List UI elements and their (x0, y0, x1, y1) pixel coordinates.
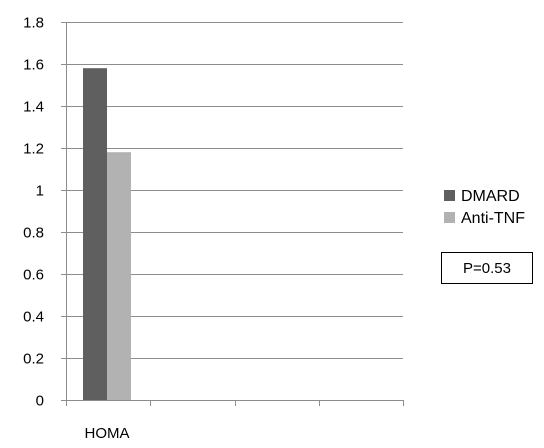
y-tick-label: 0.8 (23, 225, 44, 242)
y-tick-label: 0 (36, 393, 44, 410)
bar-anti-tnf (107, 152, 131, 400)
x-tick-label: HOMA (85, 425, 130, 442)
y-tick-label: 0.6 (23, 267, 44, 284)
y-tick-label: 0.4 (23, 309, 44, 326)
p-value-annotation: P=0.53 (441, 252, 533, 284)
legend-swatch (444, 190, 455, 201)
legend-label: Anti-TNF (461, 210, 525, 227)
legend: DMARD Anti-TNF (444, 188, 525, 227)
bars (83, 68, 131, 400)
y-tick-label: 1.8 (23, 15, 44, 32)
y-axis-tick-labels: 0 0.2 0.4 0.6 0.8 1 1.2 1.4 1.6 1.8 (23, 15, 44, 410)
legend-label: DMARD (461, 188, 520, 205)
bar-dmard (83, 68, 107, 400)
x-axis-tick-labels: HOMA (85, 425, 130, 442)
legend-swatch (444, 212, 455, 223)
y-tick-label: 1 (36, 183, 44, 200)
y-tick-label: 1.6 (23, 57, 44, 74)
y-tick-label: 1.4 (23, 99, 44, 116)
axes (61, 22, 404, 406)
y-tick-label: 1.2 (23, 141, 44, 158)
y-tick-label: 0.2 (23, 351, 44, 368)
